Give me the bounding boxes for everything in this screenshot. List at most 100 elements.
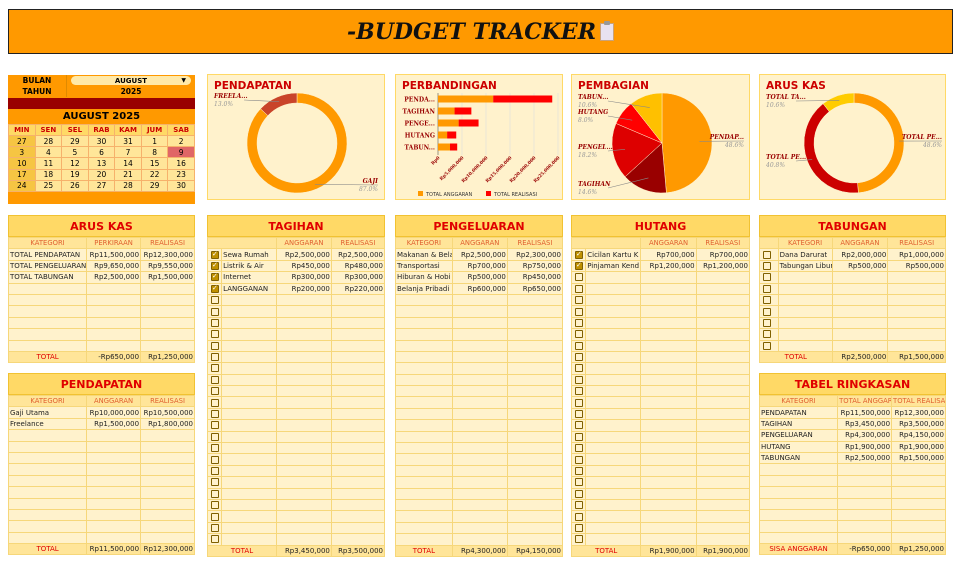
empty-cell[interactable] [640, 419, 697, 432]
calendar-day[interactable]: 27 [87, 179, 116, 192]
checkbox[interactable] [575, 261, 583, 270]
empty-cell[interactable] [695, 521, 751, 535]
empty-cell[interactable] [221, 476, 278, 489]
empty-cell[interactable] [887, 271, 946, 284]
empty-cell[interactable] [330, 385, 386, 398]
empty-cell[interactable] [837, 508, 893, 522]
empty-cell[interactable] [221, 293, 278, 307]
empty-cell[interactable] [585, 442, 642, 455]
empty-cell[interactable] [276, 442, 332, 455]
empty-cell[interactable] [451, 328, 508, 341]
empty-cell[interactable] [330, 521, 386, 535]
empty-cell[interactable] [140, 440, 195, 453]
empty-cell[interactable] [86, 328, 142, 341]
empty-cell[interactable] [395, 385, 453, 398]
checkbox[interactable] [211, 296, 219, 305]
calendar-day[interactable]: 19 [61, 168, 89, 181]
empty-cell[interactable] [7, 293, 88, 307]
empty-cell[interactable] [640, 464, 697, 478]
empty-cell[interactable] [7, 531, 88, 545]
empty-cell[interactable] [506, 487, 564, 501]
empty-cell[interactable] [7, 508, 88, 522]
empty-cell[interactable] [585, 373, 642, 387]
empty-cell[interactable] [221, 510, 278, 523]
empty-cell[interactable] [695, 339, 751, 352]
empty-cell[interactable] [585, 328, 642, 341]
checkbox[interactable] [575, 307, 583, 316]
checkbox[interactable] [575, 501, 583, 510]
empty-cell[interactable] [585, 350, 642, 364]
empty-cell[interactable] [330, 305, 386, 318]
calendar-day[interactable]: 16 [167, 157, 195, 170]
empty-cell[interactable] [837, 463, 893, 476]
empty-cell[interactable] [585, 282, 642, 295]
checkbox[interactable] [763, 330, 771, 339]
empty-cell[interactable] [506, 407, 564, 421]
empty-cell[interactable] [7, 520, 88, 533]
calendar-day[interactable]: 24 [8, 179, 36, 192]
calendar-day[interactable]: 13 [87, 157, 116, 170]
empty-cell[interactable] [276, 396, 332, 409]
empty-cell[interactable] [506, 396, 564, 409]
empty-cell[interactable] [640, 271, 697, 284]
calendar-day[interactable]: 30 [167, 179, 195, 192]
cell[interactable]: Belanja Pribadi [395, 282, 453, 295]
empty-cell[interactable] [276, 521, 332, 535]
empty-cell[interactable] [451, 385, 508, 398]
checkbox[interactable] [763, 318, 771, 327]
empty-cell[interactable] [585, 510, 642, 523]
empty-cell[interactable] [276, 453, 332, 466]
empty-cell[interactable] [777, 328, 833, 341]
empty-cell[interactable] [395, 407, 453, 421]
empty-cell[interactable] [695, 419, 751, 432]
empty-cell[interactable] [585, 305, 642, 318]
empty-cell[interactable] [695, 362, 751, 375]
empty-cell[interactable] [451, 373, 508, 387]
empty-cell[interactable] [451, 396, 508, 409]
calendar-day[interactable]: 12 [61, 157, 89, 170]
empty-cell[interactable] [831, 282, 889, 295]
empty-cell[interactable] [330, 350, 386, 364]
cell[interactable]: TAGIHAN [758, 417, 839, 431]
empty-cell[interactable] [758, 486, 839, 499]
empty-cell[interactable] [330, 407, 386, 421]
empty-cell[interactable] [86, 463, 142, 476]
empty-cell[interactable] [887, 328, 946, 341]
empty-cell[interactable] [695, 350, 751, 364]
empty-cell[interactable] [451, 498, 508, 512]
empty-cell[interactable] [7, 440, 88, 453]
checkbox[interactable] [763, 284, 771, 293]
checkbox[interactable] [763, 273, 771, 282]
empty-cell[interactable] [640, 521, 697, 535]
cell[interactable]: Gaji Utama [7, 406, 88, 419]
empty-cell[interactable] [221, 464, 278, 478]
empty-cell[interactable] [221, 419, 278, 432]
checkbox[interactable] [211, 421, 219, 430]
empty-cell[interactable] [140, 451, 195, 465]
empty-cell[interactable] [506, 305, 564, 318]
cell[interactable]: Transportasi [395, 259, 453, 273]
empty-cell[interactable] [451, 293, 508, 307]
checkbox[interactable] [575, 375, 583, 384]
checkbox[interactable] [211, 307, 219, 316]
empty-cell[interactable] [695, 305, 751, 318]
empty-cell[interactable] [86, 508, 142, 522]
empty-cell[interactable] [395, 373, 453, 387]
checkbox[interactable] [211, 489, 219, 498]
empty-cell[interactable] [7, 328, 88, 341]
empty-cell[interactable] [221, 328, 278, 341]
checkbox[interactable] [575, 455, 583, 464]
empty-cell[interactable] [395, 419, 453, 432]
empty-cell[interactable] [86, 520, 142, 533]
empty-cell[interactable] [585, 419, 642, 432]
empty-cell[interactable] [640, 350, 697, 364]
checkbox[interactable] [575, 398, 583, 407]
calendar-day[interactable]: 25 [34, 179, 63, 192]
calendar-day[interactable]: 18 [34, 168, 63, 181]
empty-cell[interactable] [330, 316, 386, 330]
empty-cell[interactable] [758, 474, 839, 488]
empty-cell[interactable] [506, 498, 564, 512]
empty-cell[interactable] [451, 533, 508, 546]
empty-cell[interactable] [451, 521, 508, 535]
empty-cell[interactable] [7, 339, 88, 352]
